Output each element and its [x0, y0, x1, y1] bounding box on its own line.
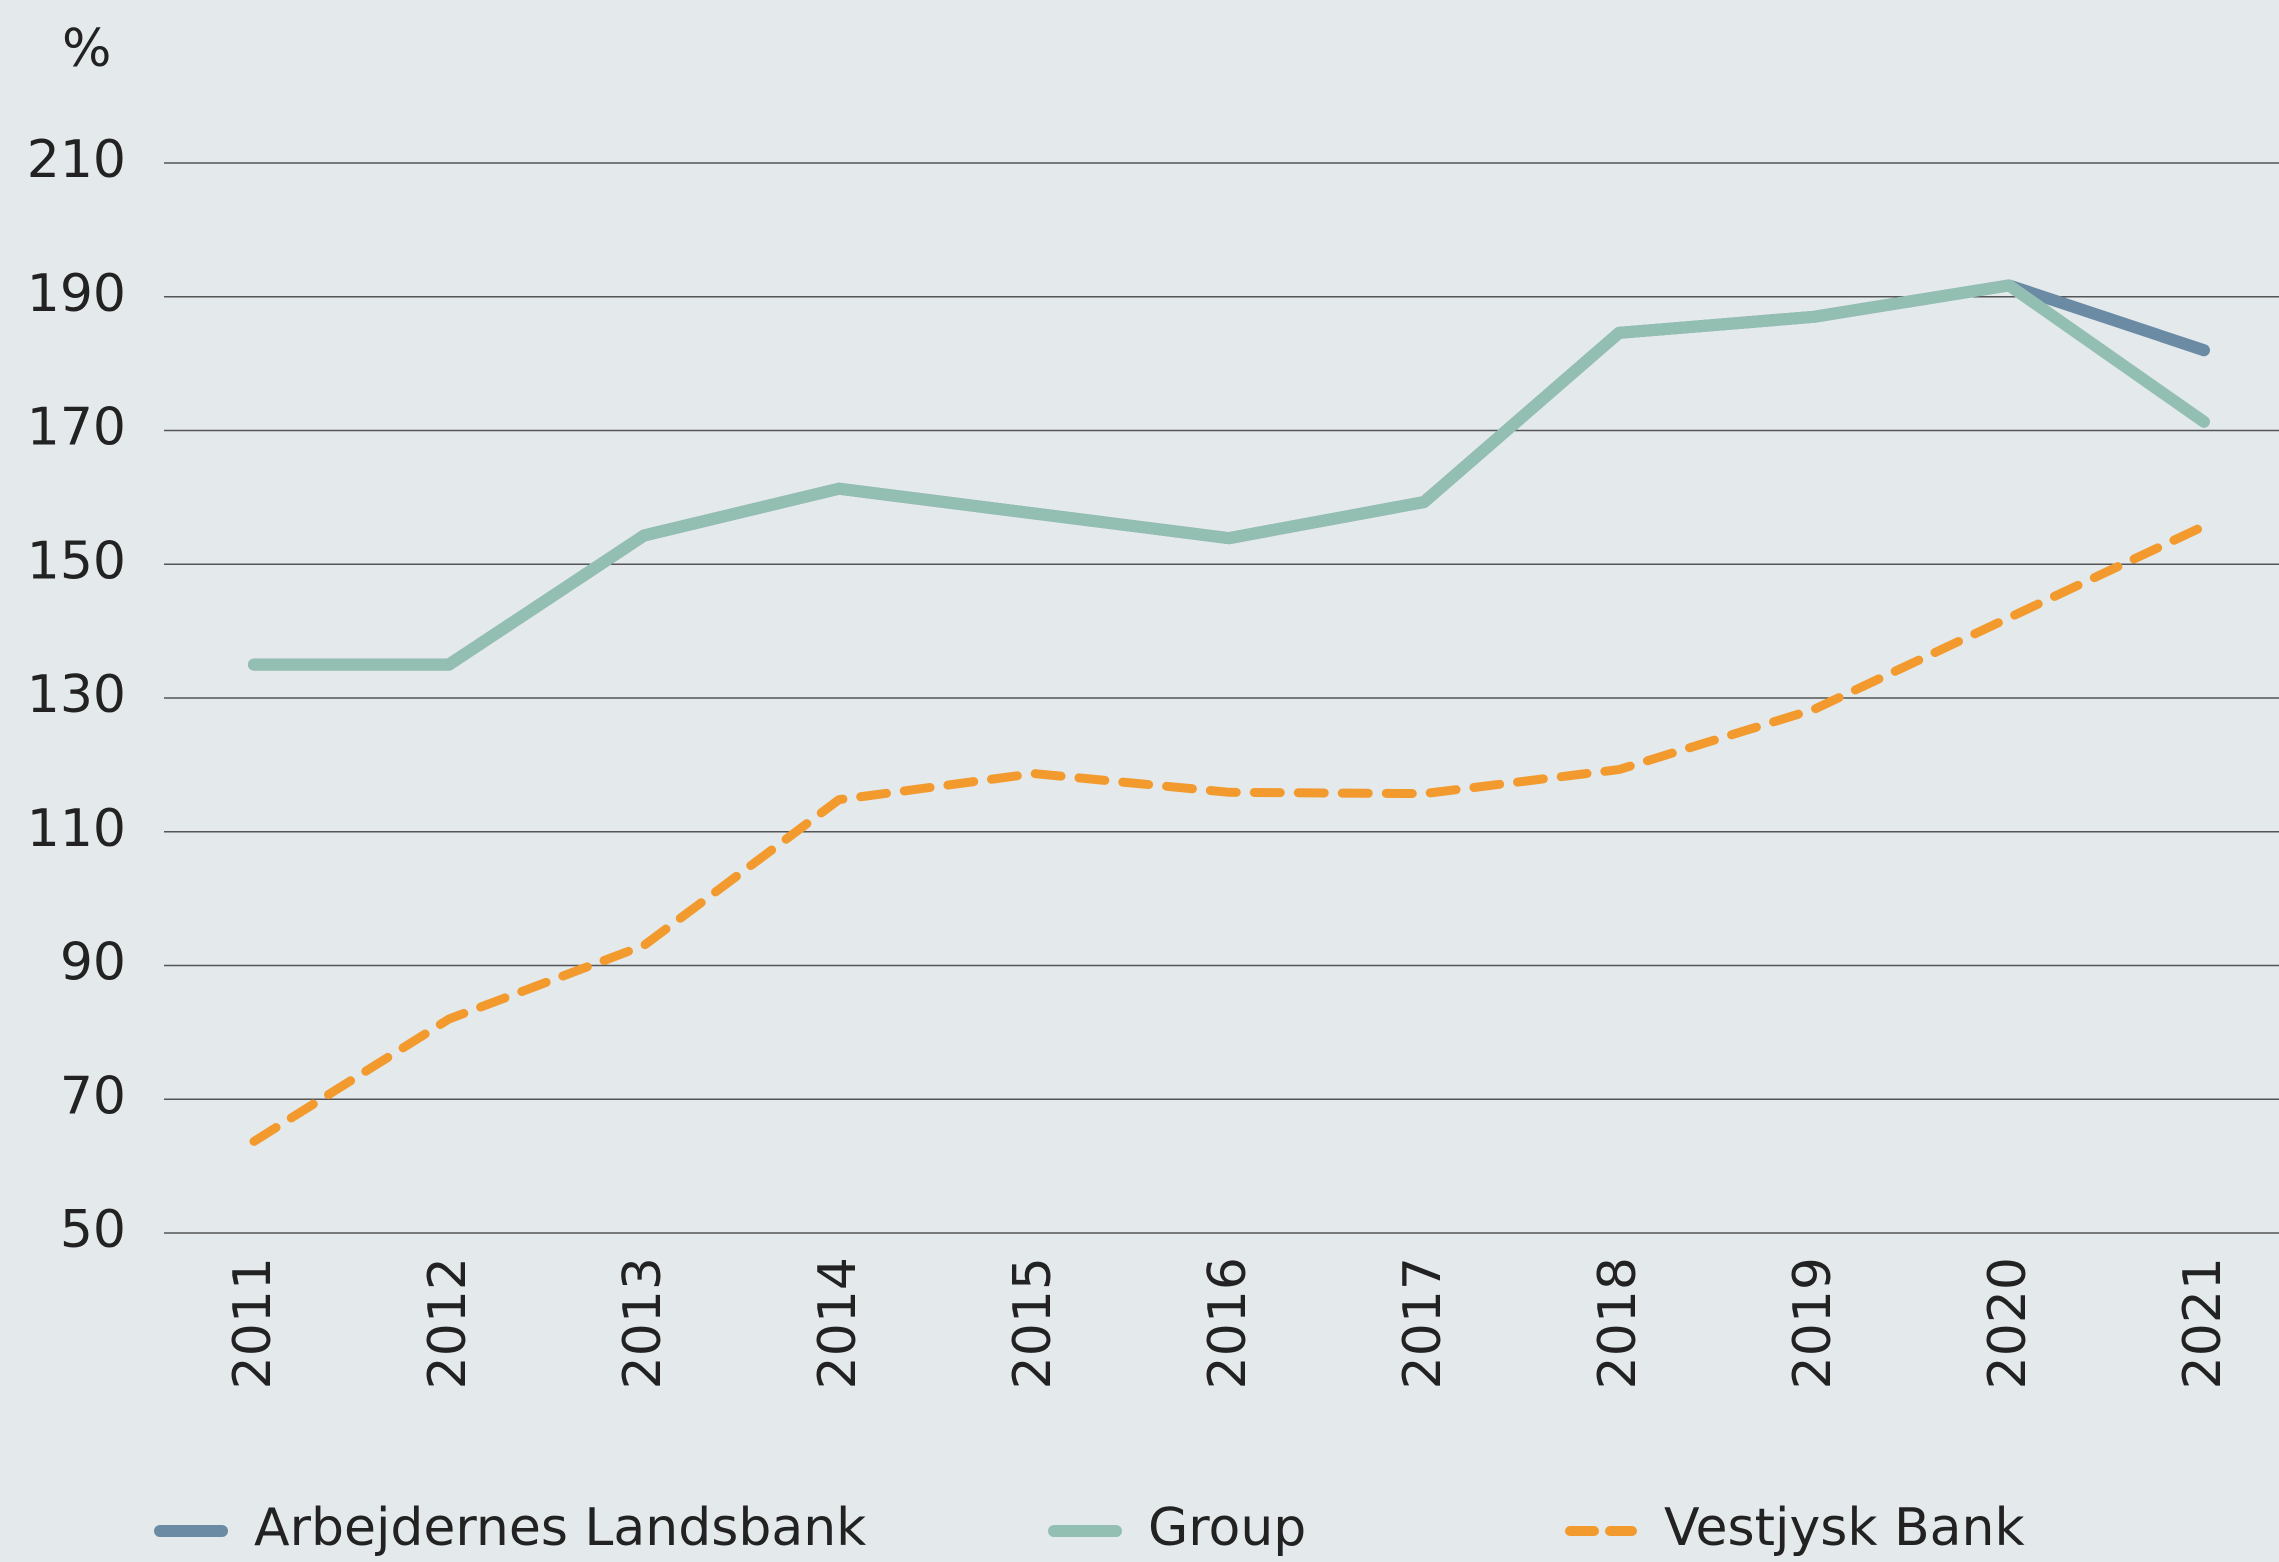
y-tick-label: 210 — [27, 130, 126, 190]
x-tick-label: 2012 — [418, 1257, 478, 1389]
x-tick-label: 2016 — [1198, 1257, 1258, 1389]
y-tick-label: 110 — [27, 799, 126, 859]
x-tick-label: 2021 — [2173, 1257, 2233, 1389]
line-series — [248, 279, 2210, 671]
line-series — [249, 521, 2209, 1146]
x-tick-label: 2019 — [1783, 1257, 1843, 1389]
y-tick-label: 50 — [60, 1200, 126, 1260]
x-tick-label: 2020 — [1978, 1257, 2038, 1389]
y-tick-label: 150 — [27, 531, 126, 591]
y-tick-label: 130 — [27, 665, 126, 725]
y-tick-label: 90 — [60, 933, 126, 993]
x-tick-label: 2015 — [1003, 1257, 1063, 1389]
legend-label: Vestjysk Bank — [1664, 1498, 2025, 1558]
x-tick-label: 2013 — [613, 1257, 673, 1389]
y-axis-label: % — [62, 19, 111, 79]
x-tick-label: 2014 — [808, 1257, 868, 1389]
legend-label: Arbejdernes Landsbank — [254, 1498, 866, 1558]
line-series — [248, 279, 2210, 671]
y-tick-label: 190 — [27, 264, 126, 324]
y-tick-label: 170 — [27, 398, 126, 458]
x-tick-label: 2011 — [223, 1257, 283, 1389]
y-tick-label: 70 — [60, 1066, 126, 1126]
legend-label: Group — [1148, 1498, 1306, 1558]
x-tick-label: 2017 — [1393, 1257, 1453, 1389]
x-tick-label: 2018 — [1588, 1257, 1648, 1389]
